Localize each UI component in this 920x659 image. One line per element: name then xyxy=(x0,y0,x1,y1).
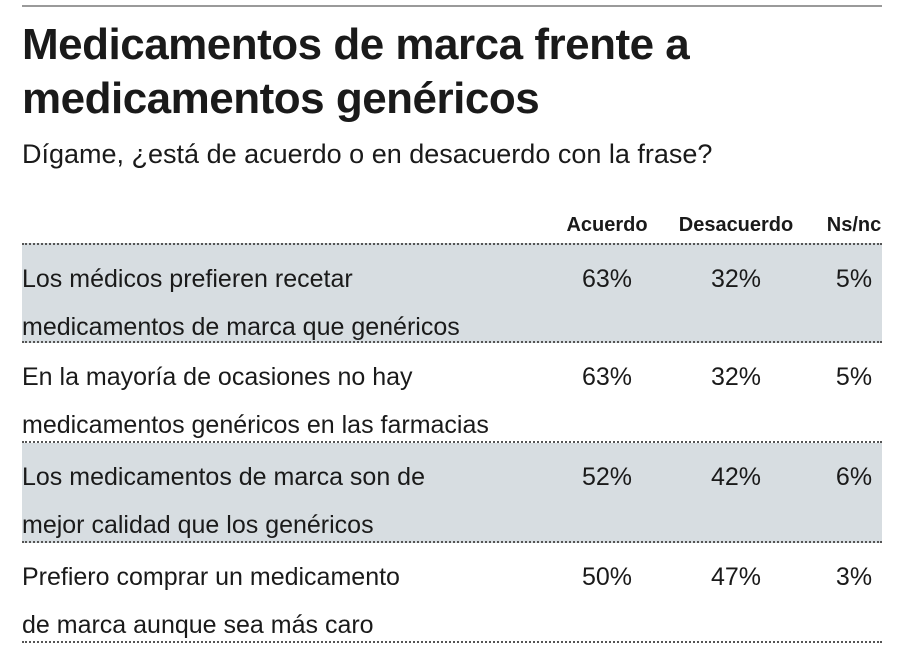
table-row: En la mayoría de ocasiones no hay medicam… xyxy=(22,343,882,443)
subtitle: Dígame, ¿está de acuerdo o en desacuerdo… xyxy=(22,139,713,169)
cell-value: 6% xyxy=(835,463,873,491)
top-rule xyxy=(22,5,882,7)
row-label-line: de marca aunque sea más caro xyxy=(22,611,374,639)
table-row: Los medicamentos de marca son de mejor ca… xyxy=(22,443,882,543)
row-label-line: Los médicos prefieren recetar xyxy=(22,265,353,293)
column-header: Desacuerdo xyxy=(678,214,794,236)
row-label: Los médicos prefieren recetar medicamento… xyxy=(22,255,460,351)
row-label: En la mayoría de ocasiones no hay medicam… xyxy=(22,353,489,449)
cell-value: 5% xyxy=(835,265,873,293)
row-label: Los medicamentos de marca son de mejor ca… xyxy=(22,453,425,549)
row-label-line: medicamentos de marca que genéricos xyxy=(22,313,460,341)
cell-value: 63% xyxy=(581,363,633,391)
title: Medicamentos de marca frente a medicamen… xyxy=(22,18,690,126)
row-label-line: Los medicamentos de marca son de xyxy=(22,463,425,491)
cell-value: 5% xyxy=(835,363,873,391)
column-header: Ns/nc xyxy=(826,214,882,236)
cell-value: 52% xyxy=(581,463,633,491)
row-label: Prefiero comprar un medicamento de marca … xyxy=(22,553,400,649)
row-label-line: En la mayoría de ocasiones no hay xyxy=(22,363,413,391)
row-label-line: Prefiero comprar un medicamento xyxy=(22,563,400,591)
row-label-line: mejor calidad que los genéricos xyxy=(22,511,374,539)
column-header: Acuerdo xyxy=(566,214,648,236)
title-line: medicamentos genéricos xyxy=(22,74,540,123)
cell-value: 42% xyxy=(710,463,762,491)
title-line: Medicamentos de marca frente a xyxy=(22,20,690,69)
cell-value: 63% xyxy=(581,265,633,293)
cell-value: 32% xyxy=(710,265,762,293)
cell-value: 3% xyxy=(835,563,873,591)
table-row: Prefiero comprar un medicamento de marca … xyxy=(22,543,882,643)
cell-value: 47% xyxy=(710,563,762,591)
cell-value: 50% xyxy=(581,563,633,591)
cell-value: 32% xyxy=(710,363,762,391)
row-label-line: medicamentos genéricos en las farmacias xyxy=(22,411,489,439)
table-row: Los médicos prefieren recetar medicamento… xyxy=(22,243,882,343)
